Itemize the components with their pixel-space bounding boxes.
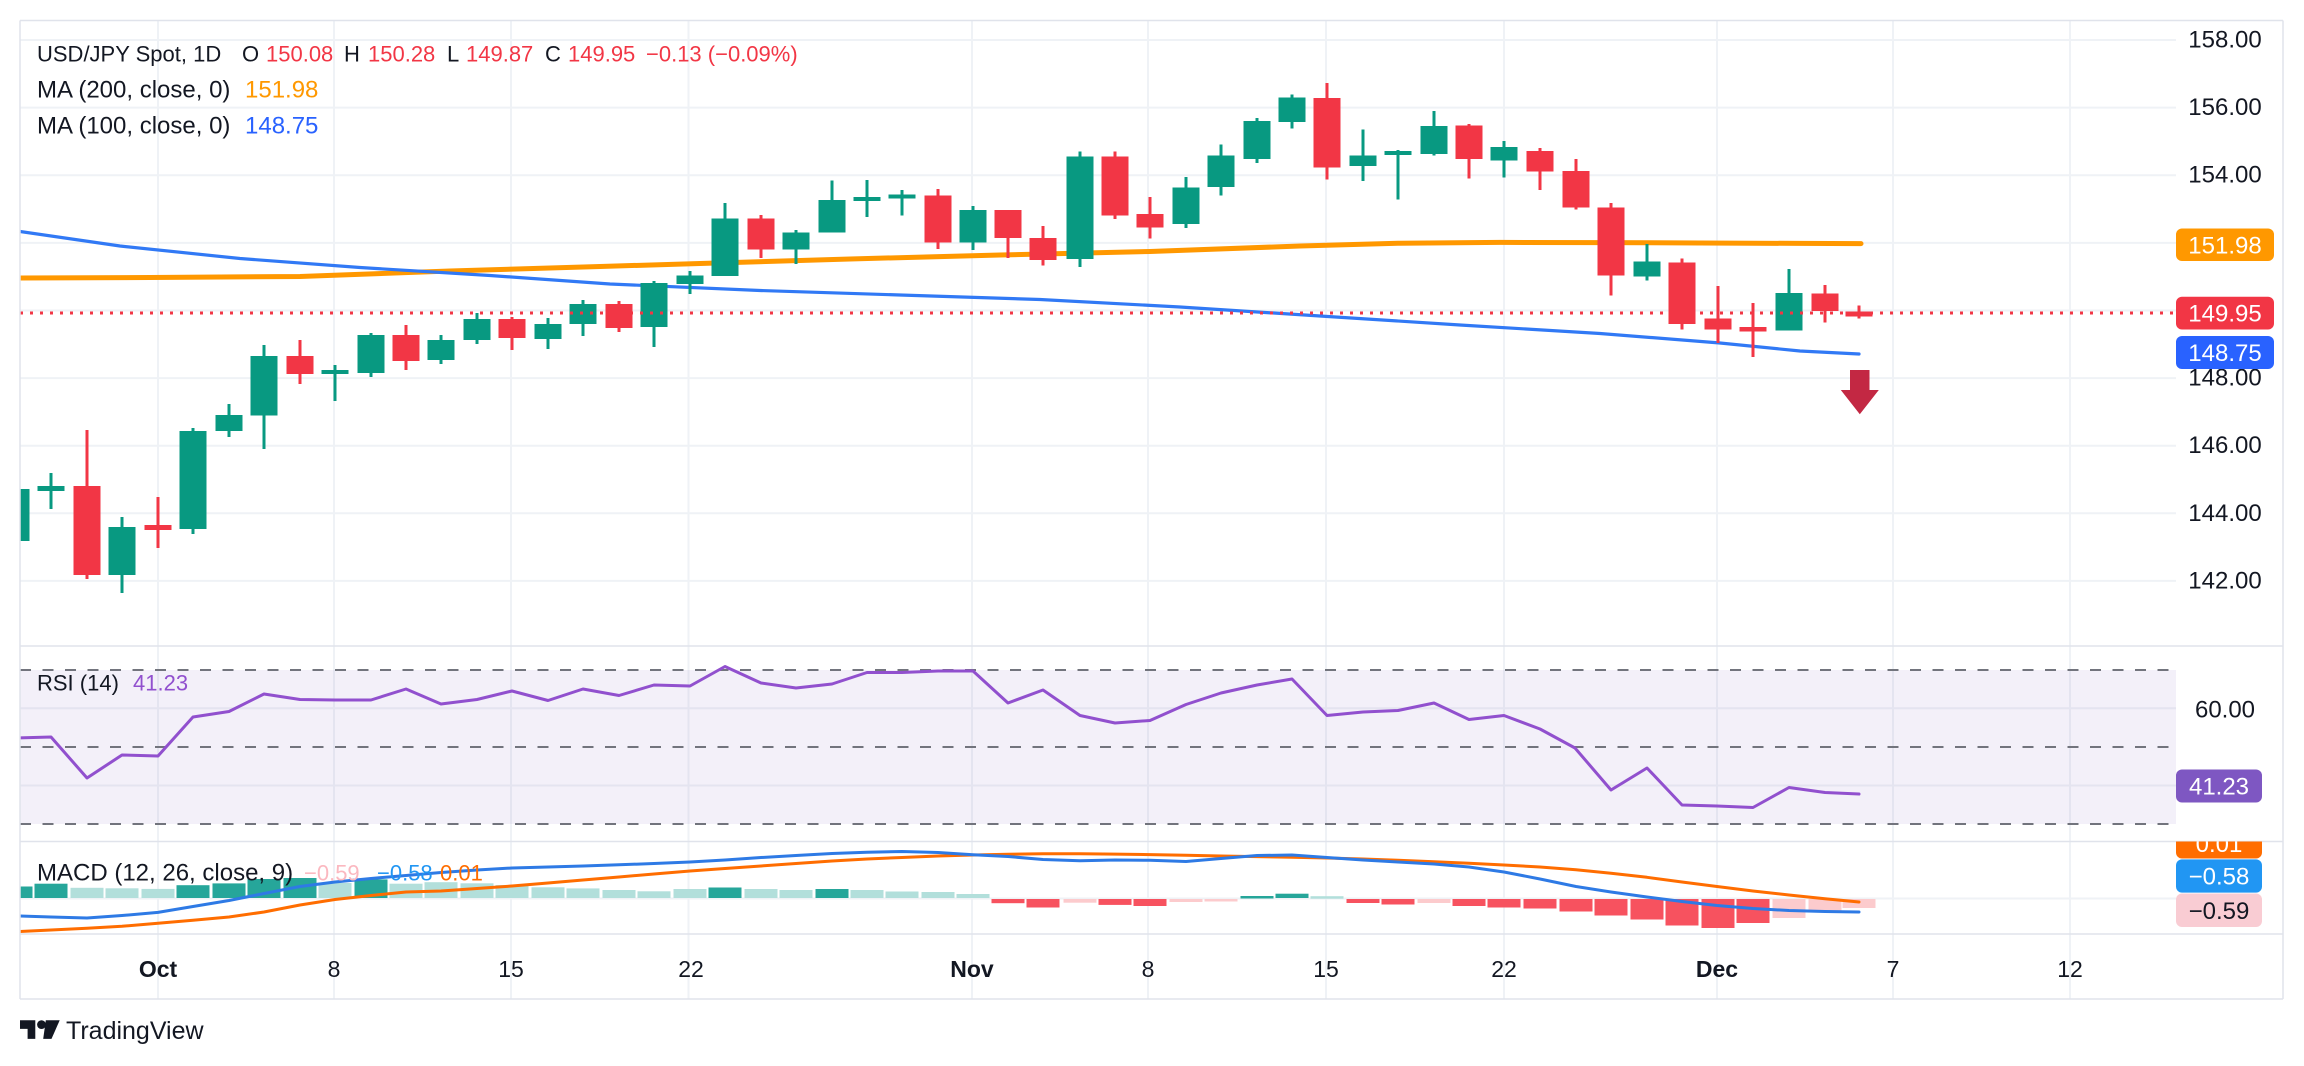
- svg-text:149.95: 149.95: [2188, 301, 2261, 328]
- svg-text:151.98: 151.98: [2188, 232, 2261, 259]
- svg-text:Dec: Dec: [1696, 956, 1738, 982]
- svg-text:MA (200, close, 0): MA (200, close, 0): [37, 77, 230, 104]
- svg-text:154.00: 154.00: [2188, 162, 2261, 189]
- svg-text:8: 8: [328, 956, 341, 982]
- svg-text:Oct: Oct: [139, 956, 178, 982]
- svg-text:−0.59: −0.59: [304, 861, 360, 886]
- svg-text:149.87: 149.87: [466, 42, 533, 67]
- svg-text:−0.59: −0.59: [2189, 898, 2250, 925]
- svg-text:146.00: 146.00: [2188, 432, 2261, 459]
- svg-text:RSI (14): RSI (14): [37, 671, 119, 696]
- svg-text:148.00: 148.00: [2188, 365, 2261, 392]
- svg-text:148.75: 148.75: [245, 113, 318, 140]
- svg-text:MA (100, close, 0): MA (100, close, 0): [37, 113, 230, 140]
- svg-text:7: 7: [1887, 956, 1900, 982]
- svg-text:41.23: 41.23: [133, 671, 188, 696]
- svg-text:MACD (12, 26, close, 9): MACD (12, 26, close, 9): [37, 860, 293, 887]
- svg-text:151.98: 151.98: [245, 77, 318, 104]
- svg-text:22: 22: [1491, 956, 1517, 982]
- svg-text:144.00: 144.00: [2188, 500, 2261, 527]
- svg-text:TradingView: TradingView: [66, 1017, 205, 1045]
- svg-text:148.75: 148.75: [2188, 340, 2261, 367]
- svg-text:L: L: [447, 42, 459, 67]
- svg-text:15: 15: [1313, 956, 1339, 982]
- svg-text:−0.13 (−0.09%): −0.13 (−0.09%): [646, 42, 798, 67]
- svg-text:60.00: 60.00: [2195, 697, 2255, 724]
- svg-text:8: 8: [1142, 956, 1155, 982]
- svg-text:O: O: [242, 42, 259, 67]
- svg-text:150.28: 150.28: [368, 42, 435, 67]
- svg-text:C: C: [545, 42, 561, 67]
- svg-text:Nov: Nov: [950, 956, 994, 982]
- svg-text:156.00: 156.00: [2188, 94, 2261, 121]
- svg-text:−0.58: −0.58: [377, 861, 433, 886]
- svg-text:41.23: 41.23: [2189, 774, 2249, 801]
- svg-text:142.00: 142.00: [2188, 567, 2261, 594]
- svg-text:12: 12: [2057, 956, 2083, 982]
- svg-text:149.95: 149.95: [568, 42, 635, 67]
- svg-text:0.01: 0.01: [440, 861, 483, 886]
- svg-text:15: 15: [498, 956, 524, 982]
- svg-text:22: 22: [678, 956, 704, 982]
- svg-text:150.08: 150.08: [266, 42, 333, 67]
- svg-text:USD/JPY Spot, 1D: USD/JPY Spot, 1D: [37, 42, 221, 67]
- svg-text:−0.58: −0.58: [2189, 864, 2250, 891]
- svg-text:0.01: 0.01: [2196, 831, 2243, 858]
- svg-text:158.00: 158.00: [2188, 27, 2261, 54]
- svg-text:H: H: [344, 42, 360, 67]
